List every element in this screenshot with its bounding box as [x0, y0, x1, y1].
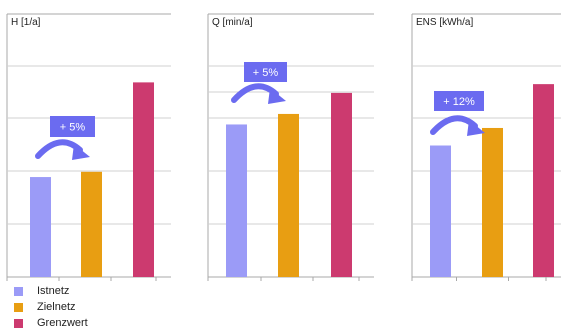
legend: Istnetz Zielnetz Grenzwert [14, 283, 88, 331]
panel-2-badge [434, 91, 484, 111]
panel-1-badge-text: + 5% [253, 67, 279, 79]
panel-1-bar-zielnetz [278, 113, 299, 277]
panel-1-badge [244, 62, 287, 82]
legend-swatch-zielnetz [14, 302, 23, 312]
panel-2-badge-text: + 12% [443, 96, 475, 108]
panel-0-badge-text: + 5% [60, 122, 86, 134]
panel-2-axis-label: ENS [kWh/a] [416, 17, 473, 28]
panel-1-bar-istnetz [226, 124, 247, 278]
legend-swatch-grenzwert [14, 318, 23, 328]
panel-1-arrowhead-icon [268, 88, 286, 104]
panel-1-bar-grenzwert [331, 92, 352, 278]
panel-0-bar-istnetz [30, 177, 51, 277]
panel-0-arrowhead-icon [72, 144, 90, 160]
panel-1-axis-label: Q [min/a] [212, 17, 253, 28]
legend-label-zielnetz: Zielnetz [37, 301, 76, 313]
panel-0-bar-grenzwert [133, 82, 154, 277]
panel-0-bar-zielnetz [81, 171, 102, 277]
panel-2-bar-istnetz [430, 145, 451, 277]
legend-item-zielnetz: Zielnetz [14, 299, 88, 315]
legend-item-istnetz: Istnetz [14, 283, 88, 299]
legend-label-grenzwert: Grenzwert [37, 317, 88, 329]
legend-label-istnetz: Istnetz [37, 285, 70, 297]
panel-2-bar-grenzwert [533, 84, 554, 277]
panel-0-badge [50, 116, 95, 137]
legend-item-grenzwert: Grenzwert [14, 315, 88, 331]
panel-0-axis-label: H [1/a] [11, 17, 41, 28]
panel-2-bar-zielnetz [482, 127, 503, 277]
panel-2-arrowhead-icon [467, 120, 485, 136]
legend-swatch-istnetz [14, 286, 23, 296]
